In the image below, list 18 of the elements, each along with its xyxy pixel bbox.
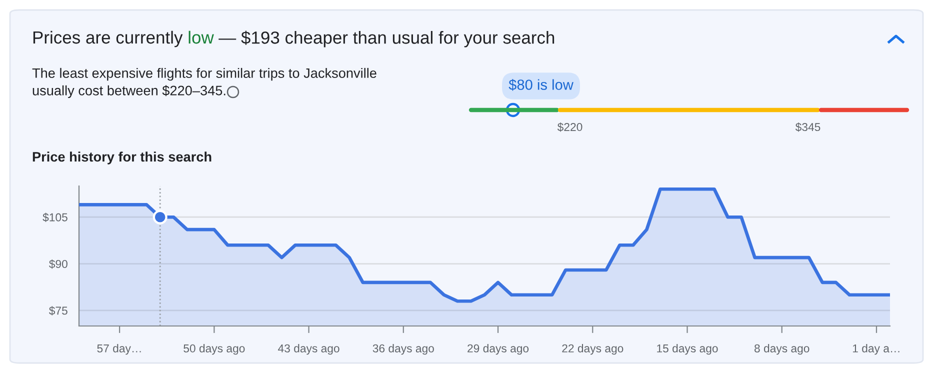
text: $345 — [795, 122, 820, 132]
chart-title: Prices are currently low — $193 cheaper than usual for your search — [33, 30, 554, 48]
x-tick-label: 50 days ago — [184, 344, 245, 355]
x-tick-label: 22 days ago — [562, 344, 624, 355]
text: $80 is low — [508, 78, 574, 91]
chart-subtitle: The least expensive flights for similar trips to Jacksonville usually cost between $220–345. — [32, 68, 376, 98]
y-tick-label: $90 — [49, 259, 68, 269]
text: Price history for this search — [32, 152, 212, 164]
x-tick-label: 1 day a… — [852, 344, 900, 355]
x-tick-label: 36 days ago — [372, 344, 434, 355]
y-tick-label: $105 — [42, 212, 68, 222]
x-tick-label: 15 days ago — [657, 344, 718, 355]
y-tick-label: $75 — [49, 306, 68, 316]
text: $220 — [557, 122, 582, 132]
x-tick-label: 8 days ago — [754, 344, 810, 355]
x-tick-label: 43 days ago — [278, 344, 340, 355]
x-tick-label: 57 day… — [97, 344, 141, 355]
x-tick-label: 29 days ago — [468, 344, 529, 355]
